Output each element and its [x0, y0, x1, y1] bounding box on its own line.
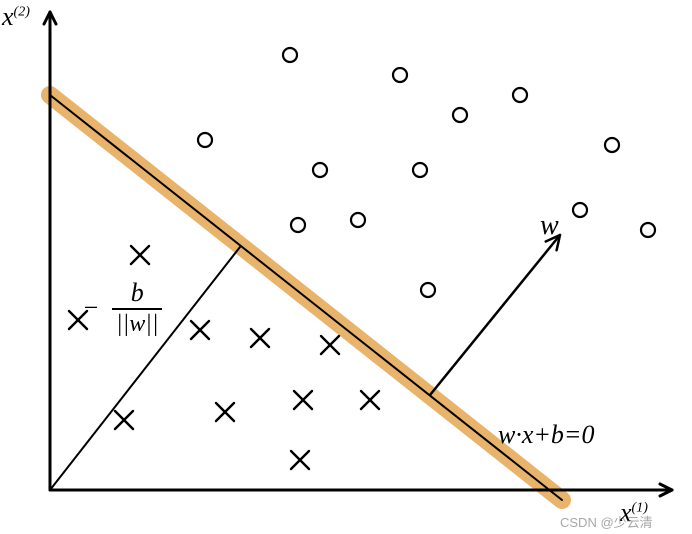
fraction-body: b ||w|| — [112, 280, 162, 336]
distance-fraction: − b ||w|| — [82, 280, 162, 336]
class-cross — [251, 329, 269, 347]
normal-arrow — [430, 235, 560, 395]
class-cross — [291, 451, 309, 469]
class-cross — [191, 321, 209, 339]
fraction-denominator: ||w|| — [112, 308, 162, 336]
class-cross — [115, 411, 133, 429]
class-circle — [351, 213, 365, 227]
normal-vector-label: w — [540, 210, 559, 242]
class-circle — [283, 48, 297, 62]
class-cross — [361, 391, 379, 409]
fraction-numerator: b — [112, 280, 162, 308]
diagram-stage: x(2) x(1) w w·x+b=0 − b ||w|| CSDN @少云清 — [0, 0, 692, 534]
class-circle — [513, 88, 527, 102]
class-cross — [131, 246, 149, 264]
class-circle — [313, 163, 327, 177]
fraction-minus: − — [82, 295, 100, 321]
class-circle — [573, 203, 587, 217]
class-circle — [291, 218, 305, 232]
class-circle — [641, 223, 655, 237]
class-cross — [216, 403, 234, 421]
class-cross — [294, 391, 312, 409]
diagram-svg — [0, 0, 692, 534]
class-circle — [453, 108, 467, 122]
class-circle — [198, 133, 212, 147]
class-cross — [321, 336, 339, 354]
hyperplane-equation: w·x+b=0 — [498, 420, 594, 450]
class-circle — [605, 138, 619, 152]
class-circle — [413, 163, 427, 177]
y-axis-label: x(2) — [2, 2, 30, 32]
class-circle — [421, 283, 435, 297]
class-circle — [393, 68, 407, 82]
watermark-text: CSDN @少云清 — [560, 512, 653, 531]
